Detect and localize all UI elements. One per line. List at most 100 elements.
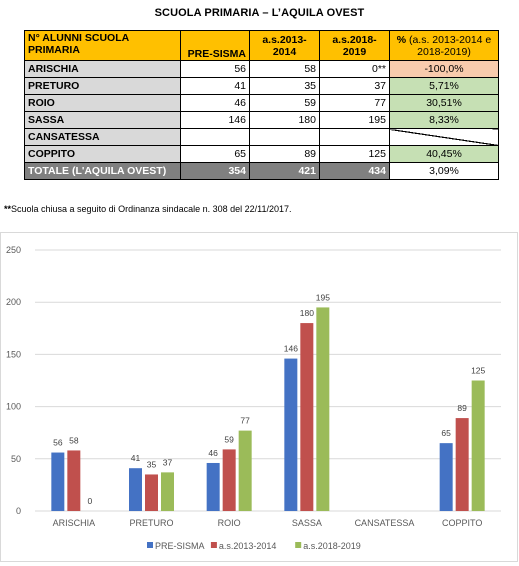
row-as-2018-2019: 77 <box>319 94 390 112</box>
y-tick-label: 50 <box>11 454 21 464</box>
row-name: ROIO <box>24 94 181 112</box>
footnote: **Scuola chiusa a seguito di Ordinanza s… <box>4 204 292 214</box>
legend-swatch <box>210 542 217 548</box>
total-pre-sisma: 354 <box>180 162 250 180</box>
row-percent: 40,45% <box>389 145 499 163</box>
legend-swatch <box>147 542 153 548</box>
row-as-2018-2019: 37 <box>319 77 390 95</box>
table-header-row: N° ALUNNI SCUOLA PRIMARIA PRE-SISMA a.s.… <box>24 30 499 61</box>
total-percent: 3,09% <box>389 162 499 180</box>
bar <box>51 452 65 511</box>
row-as-2013-2014: 58 <box>249 60 320 78</box>
row-pre-sisma <box>180 128 250 146</box>
table-row: CANSATESSA <box>24 128 499 146</box>
data-label: 195 <box>316 292 330 302</box>
row-percent: 30,51% <box>389 94 499 112</box>
total-name: TOTALE (L'AQUILA OVEST) <box>24 162 181 180</box>
row-pre-sisma: 46 <box>180 94 250 112</box>
bar <box>284 358 298 511</box>
x-tick-label: COPPITO <box>442 518 482 528</box>
y-tick-label: 100 <box>6 402 21 412</box>
data-label: 89 <box>457 403 467 413</box>
bar <box>316 307 330 511</box>
table-row: ARISCHIA 56 58 0** -100,0% <box>24 60 499 78</box>
bar <box>145 474 158 511</box>
data-label: 37 <box>163 457 173 467</box>
header-pre-sisma: PRE-SISMA <box>180 30 250 61</box>
row-percent <box>389 128 499 146</box>
bar-chart: 0 50 100 150 200 250 ARISCHIA 56 58 0 PRETURO 41 35 3… <box>6 245 501 551</box>
bar <box>471 380 485 511</box>
header-as-2013-2014: a.s.2013-2014 <box>249 30 320 61</box>
row-as-2013-2014: 180 <box>249 111 320 129</box>
data-label: 146 <box>284 344 298 354</box>
data-label: 0 <box>87 496 92 506</box>
row-as-2013-2014: 35 <box>249 77 320 95</box>
x-tick-label: ARISCHIA <box>53 518 96 528</box>
data-label: 59 <box>224 434 234 444</box>
x-tick-label: CANSATESSA <box>355 518 415 528</box>
y-tick-label: 250 <box>6 245 21 255</box>
table-row: SASSA 146 180 195 8,33% <box>24 111 499 129</box>
header-as-2018-2019: a.s.2018-2019 <box>319 30 390 61</box>
legend-label: a.s.2013-2014 <box>219 541 277 551</box>
data-label: 35 <box>147 459 157 469</box>
legend-label: a.s.2018-2019 <box>303 541 361 551</box>
x-tick-label: ROIO <box>218 518 241 528</box>
row-pre-sisma: 146 <box>180 111 250 129</box>
data-label: 65 <box>441 428 451 438</box>
row-percent: -100,0% <box>389 60 499 78</box>
table-row: PRETURO 41 35 37 5,71% <box>24 77 499 95</box>
row-name: SASSA <box>24 111 181 129</box>
row-pre-sisma: 56 <box>180 60 250 78</box>
row-name: CANSATESSA <box>24 128 181 146</box>
y-tick-label: 0 <box>16 506 21 516</box>
data-label: 41 <box>131 453 141 463</box>
table-row: ROIO 46 59 77 30,51% <box>24 94 499 112</box>
row-percent: 8,33% <box>389 111 499 129</box>
legend-swatch <box>295 542 302 548</box>
row-as-2013-2014: 89 <box>249 145 320 163</box>
row-as-2018-2019: 195 <box>319 111 390 129</box>
bar <box>439 443 453 511</box>
total-as-2018-2019: 434 <box>319 162 390 180</box>
x-tick-label: SASSA <box>292 518 322 528</box>
header-name: N° ALUNNI SCUOLA PRIMARIA <box>24 30 181 61</box>
y-tick-label: 150 <box>6 349 21 359</box>
data-label: 46 <box>208 448 218 458</box>
data-label: 180 <box>300 308 314 318</box>
bar <box>238 430 252 511</box>
bar <box>206 462 220 511</box>
data-label: 56 <box>53 438 63 448</box>
footnote-mark: ** <box>4 204 12 214</box>
data-label: 125 <box>471 366 485 376</box>
data-label: 58 <box>69 435 79 445</box>
row-pre-sisma: 65 <box>180 145 250 163</box>
table-total-row: TOTALE (L'AQUILA OVEST) 354 421 434 3,09… <box>24 162 499 180</box>
y-tick-label: 200 <box>6 297 21 307</box>
row-percent: 5,71% <box>389 77 499 95</box>
legend-label: PRE-SISMA <box>155 541 205 551</box>
chart-frame: 0 50 100 150 200 250 ARISCHIA 56 58 0 PRETURO 41 35 3… <box>0 232 518 562</box>
row-pre-sisma: 41 <box>180 77 250 95</box>
row-name: COPPITO <box>24 145 181 163</box>
header-percent-label: (a.s. 2013-2014 e 2018-2019) <box>406 33 492 58</box>
row-name: PRETURO <box>24 77 181 95</box>
table-row: COPPITO 65 89 125 40,45% <box>24 145 499 163</box>
students-table: N° ALUNNI SCUOLA PRIMARIA PRE-SISMA a.s.… <box>24 30 499 180</box>
total-as-2013-2014: 421 <box>249 162 320 180</box>
data-label: 77 <box>240 416 250 426</box>
row-as-2013-2014 <box>249 128 320 146</box>
row-as-2018-2019: 0** <box>319 60 390 78</box>
row-as-2013-2014: 59 <box>249 94 320 112</box>
row-as-2018-2019 <box>319 128 390 146</box>
bar <box>222 449 236 511</box>
bar <box>300 323 314 511</box>
bar <box>455 418 469 511</box>
row-name: ARISCHIA <box>24 60 181 78</box>
header-percent: % (a.s. 2013-2014 e 2018-2019) <box>389 30 499 61</box>
footnote-text: Scuola chiusa a seguito di Ordinanza sin… <box>11 204 292 214</box>
document-title: SCUOLA PRIMARIA – L’AQUILA OVEST <box>154 7 365 19</box>
row-as-2018-2019: 125 <box>319 145 390 163</box>
bar <box>161 472 174 511</box>
